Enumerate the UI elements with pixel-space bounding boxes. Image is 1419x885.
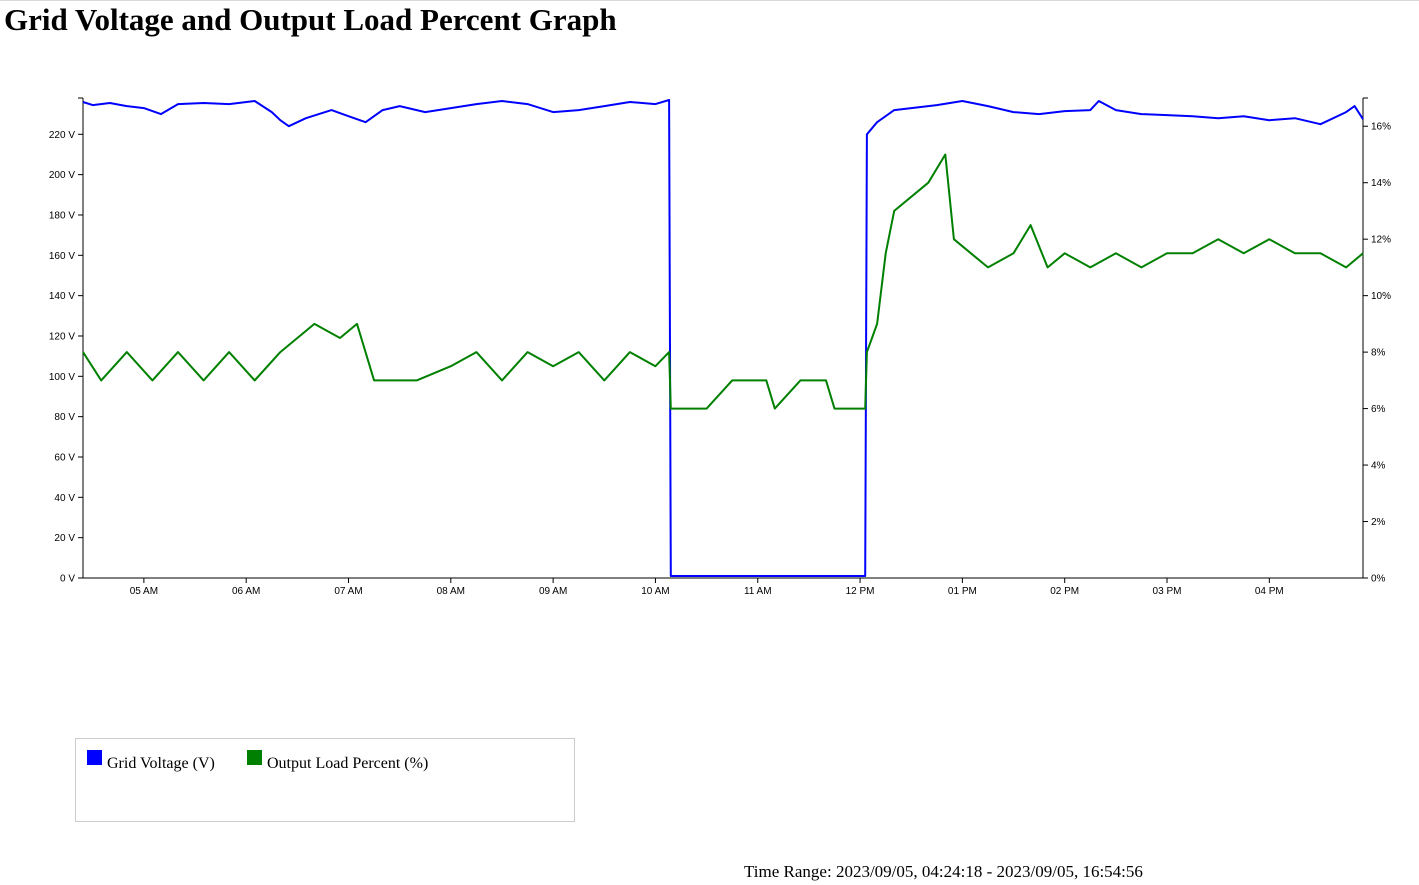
left-y-axis: 0 V 20 V 40 V 60 V 80 V 100 V 120 V 140 V 160 V 1…	[49, 97, 84, 585]
left-tick-label: 60 V	[54, 452, 75, 463]
right-tick-label: 6%	[1371, 404, 1386, 415]
x-tick-label: 09 AM	[539, 586, 567, 597]
left-tick-label: 40 V	[54, 493, 75, 504]
x-tick-label: 01 PM	[948, 586, 977, 597]
left-tick-label: 80 V	[54, 412, 75, 423]
x-tick-label: 10 AM	[641, 586, 669, 597]
left-tick-label: 100 V	[49, 372, 75, 383]
right-tick-label: 4%	[1371, 461, 1386, 472]
left-tick-label: 200 V	[49, 170, 75, 181]
legend-swatch-grid-voltage	[87, 750, 102, 765]
left-tick-label: 220 V	[49, 130, 75, 141]
left-tick-label: 140 V	[49, 291, 75, 302]
x-tick-label: 03 PM	[1153, 586, 1182, 597]
x-axis: 05 AM 06 AM 07 AM 08 AM 09 AM 10 AM 11 AM 12 PM…	[83, 577, 1363, 597]
series-line-grid-voltage	[82, 99, 1364, 577]
right-tick-label: 0%	[1371, 574, 1386, 585]
right-tick-label: 12%	[1371, 235, 1391, 246]
right-tick-label: 10%	[1371, 291, 1391, 302]
x-tick-label: 11 AM	[744, 586, 772, 597]
x-tick-label: 12 PM	[846, 586, 875, 597]
x-tick-label: 05 AM	[130, 586, 158, 597]
x-tick-label: 08 AM	[437, 586, 465, 597]
left-tick-label: 120 V	[49, 331, 75, 342]
legend-label-output-load: Output Load Percent (%)	[267, 755, 429, 772]
left-tick-label: 20 V	[54, 533, 75, 544]
right-tick-label: 8%	[1371, 348, 1386, 359]
x-tick-label: 06 AM	[232, 586, 260, 597]
top-rule	[0, 0, 1419, 1]
page-title: Grid Voltage and Output Load Percent Gra…	[4, 2, 617, 37]
left-tick-label: 160 V	[49, 251, 75, 262]
right-tick-label: 2%	[1371, 517, 1386, 528]
x-tick-label: 04 PM	[1255, 586, 1284, 597]
series-line-output-load	[82, 153, 1364, 410]
left-tick-label: 180 V	[49, 210, 75, 221]
legend: Grid Voltage (V) Output Load Percent (%)	[75, 738, 575, 822]
series-layer	[82, 99, 1364, 577]
right-tick-label: 16%	[1371, 122, 1391, 133]
time-range-value: 2023/09/05, 04:24:18 - 2023/09/05, 16:54…	[835, 862, 1143, 881]
right-tick-label: 14%	[1371, 178, 1391, 189]
left-tick-label: 0 V	[60, 574, 75, 585]
legend-swatch-output-load	[247, 750, 262, 765]
x-tick-label: 02 PM	[1050, 586, 1079, 597]
right-y-axis: 0% 2% 4% 6% 8% 10% 12% 14% 16%	[1362, 97, 1391, 585]
x-tick-label: 07 AM	[334, 586, 362, 597]
time-range-label: Time Range:	[744, 862, 832, 881]
legend-label-grid-voltage: Grid Voltage (V)	[107, 755, 215, 772]
time-range: Time Range: 2023/09/05, 04:24:18 - 2023/…	[744, 862, 1143, 882]
